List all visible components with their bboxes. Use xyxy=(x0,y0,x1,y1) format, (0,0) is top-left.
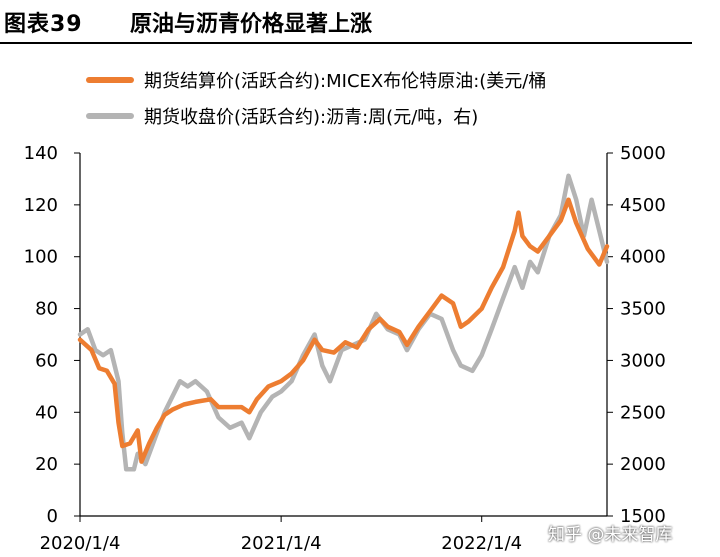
figure-header: 图表39 原油与沥青价格显著上涨 xyxy=(0,0,720,44)
figure-title: 原油与沥青价格显著上涨 xyxy=(130,12,373,37)
y-left-tick-label: 60 xyxy=(35,350,58,371)
y-right-tick-label: 4000 xyxy=(620,247,666,268)
watermark: 知乎 @未来智库 xyxy=(548,525,673,545)
legend-item-asphalt: 期货收盘价(活跃合约):沥青:周(元/吨，右) xyxy=(86,98,546,134)
y-right-tick-label: 1500 xyxy=(620,506,666,527)
y-left-tick-label: 20 xyxy=(35,454,58,475)
y-right-tick-label: 2500 xyxy=(620,402,666,423)
legend-item-oil: 期货结算价(活跃合约):MICEX布伦特原油:(美元/桶 xyxy=(86,62,546,98)
figure-number: 图表39 xyxy=(4,12,83,37)
y-left-tick-label: 140 xyxy=(24,143,58,164)
legend-swatch-oil xyxy=(86,77,134,83)
y-right-tick-label: 2000 xyxy=(620,454,666,475)
legend-swatch-asphalt xyxy=(86,113,134,119)
y-left-tick-label: 120 xyxy=(24,195,58,216)
y-right-tick-label: 4500 xyxy=(620,195,666,216)
legend-label-asphalt: 期货收盘价(活跃合约):沥青:周(元/吨，右) xyxy=(144,107,479,128)
legend-label-oil: 期货结算价(活跃合约):MICEX布伦特原油:(美元/桶 xyxy=(144,71,547,92)
y-left-tick-label: 40 xyxy=(35,402,58,423)
y-right-tick-label: 3000 xyxy=(620,350,666,371)
y-right-tick-label: 3500 xyxy=(620,299,666,320)
y-left-tick-label: 100 xyxy=(24,247,58,268)
x-tick-label: 2022/1/4 xyxy=(441,533,522,554)
series-line-oil xyxy=(77,197,610,464)
y-left-tick-label: 80 xyxy=(35,299,58,320)
title-rule xyxy=(0,42,692,44)
legend: 期货结算价(活跃合约):MICEX布伦特原油:(美元/桶 期货收盘价(活跃合约)… xyxy=(86,62,546,134)
x-tick-label: 2021/1/4 xyxy=(241,533,322,554)
x-tick-label: 2020/1/4 xyxy=(40,533,121,554)
y-left-tick-label: 0 xyxy=(47,506,58,527)
y-right-tick-label: 5000 xyxy=(620,143,666,164)
